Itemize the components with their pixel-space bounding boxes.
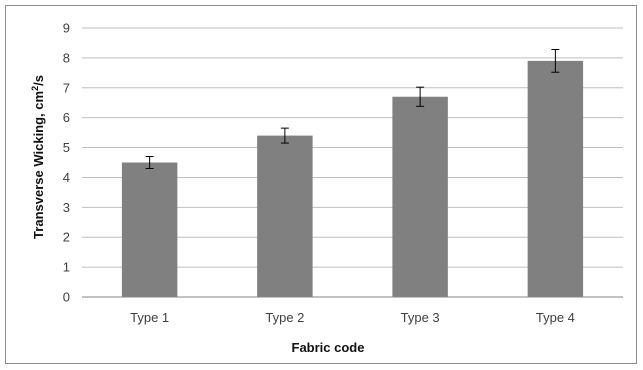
x-axis-title: Fabric code — [292, 340, 365, 355]
y-tick-labels: 0 1 2 3 4 5 6 7 8 9 — [63, 21, 70, 305]
x-tick-labels: Type 1 Type 2 Type 3 Type 4 — [130, 310, 575, 325]
y-tick-label: 5 — [63, 140, 70, 155]
y-tick-label: 8 — [63, 50, 70, 65]
y-axis-title-tail: /s — [31, 75, 46, 86]
y-axis-title: Transverse Wicking, cm2/s — [30, 75, 46, 239]
x-tick-label: Type 1 — [130, 310, 169, 325]
y-tick-label: 3 — [63, 200, 70, 215]
bar-type-4 — [527, 60, 584, 297]
bar-type-1 — [121, 162, 178, 297]
x-tick-label: Type 3 — [401, 310, 440, 325]
error-bars — [145, 49, 560, 169]
bars — [121, 60, 584, 297]
bar-chart: 0 1 2 3 4 5 6 7 8 9 Type 1 Type 2 Type 3 Type 4 Fabr… — [30, 21, 623, 355]
error-bar — [280, 127, 289, 144]
chart-frame: 0 1 2 3 4 5 6 7 8 9 Type 1 Type 2 Type 3 Type 4 Fabr… — [5, 5, 637, 364]
bar-type-2 — [257, 135, 313, 297]
y-tick-label: 7 — [63, 80, 70, 95]
y-axis-title-superscript: 2 — [30, 86, 40, 91]
y-tick-label: 1 — [63, 260, 70, 275]
y-axis-title-main: Transverse Wicking, cm — [31, 91, 46, 239]
error-bar — [551, 49, 560, 73]
x-tick-label: Type 4 — [536, 310, 575, 325]
y-tick-label: 9 — [63, 21, 70, 36]
y-tick-label: 4 — [63, 170, 70, 185]
y-tick-label: 0 — [63, 290, 70, 305]
bar-type-3 — [392, 96, 448, 297]
error-bar — [145, 156, 154, 169]
y-tick-label: 2 — [63, 230, 70, 245]
error-bar — [416, 86, 425, 107]
x-tick-label: Type 2 — [265, 310, 304, 325]
y-tick-label: 6 — [63, 110, 70, 125]
